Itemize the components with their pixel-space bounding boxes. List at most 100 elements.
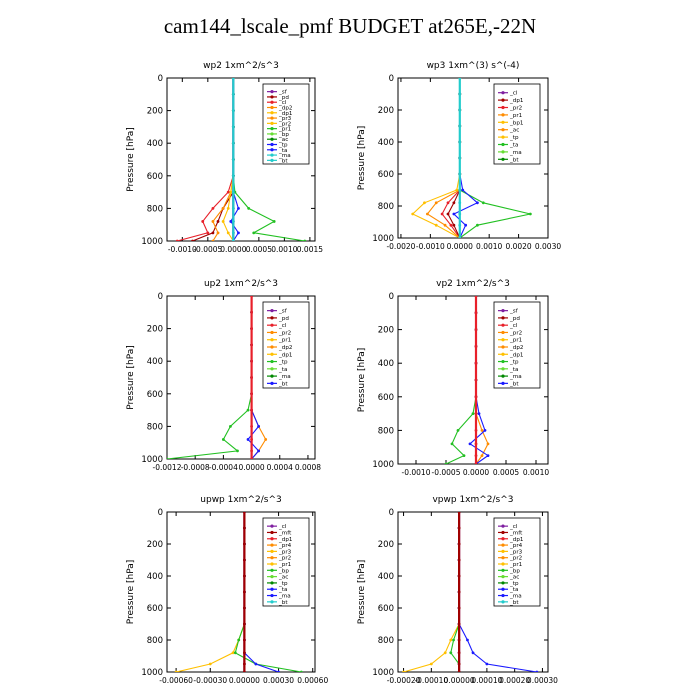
chart-title: wp2 1xm^2/s^3 — [203, 61, 279, 71]
series-point — [231, 190, 235, 194]
legend-label: _tp — [278, 581, 288, 587]
legend-marker — [501, 575, 505, 579]
series-point — [457, 622, 461, 626]
x-tick-label: 0.0020 — [505, 242, 531, 251]
legend-label: _dp1 — [509, 352, 524, 358]
series-point — [175, 239, 179, 241]
legend-label: _bt — [278, 158, 288, 164]
series-point — [237, 638, 241, 642]
series-point — [243, 638, 246, 642]
legend-label: _pd — [278, 95, 289, 101]
legend-label: _ac — [509, 128, 519, 134]
series-point — [458, 92, 462, 96]
series-point — [474, 345, 478, 348]
legend-label: _ta — [278, 367, 287, 373]
series-group — [167, 296, 268, 459]
series-point — [264, 438, 268, 441]
legend-label: _pr4 — [278, 543, 292, 549]
legend-marker — [270, 524, 274, 528]
series-point — [474, 296, 478, 298]
series-point — [452, 212, 456, 216]
series-point — [476, 223, 479, 227]
series-point — [246, 408, 250, 412]
series-point — [458, 236, 462, 238]
y-tick-label: 800 — [378, 426, 394, 436]
series-point — [250, 310, 253, 314]
legend-label: _ta — [278, 587, 287, 593]
legend-label: _cl — [278, 323, 287, 329]
series-point — [481, 201, 485, 205]
chart-title: vpwp 1xm^2/s^3 — [432, 495, 513, 505]
legend-label: _pr2 — [278, 121, 291, 127]
series-point — [221, 207, 225, 210]
series-line-pr3 — [222, 78, 234, 241]
series-point — [474, 442, 478, 446]
y-tick-label: 600 — [147, 172, 163, 182]
y-tick-label: 200 — [378, 540, 394, 550]
series-point — [485, 662, 489, 666]
y-tick-label: 200 — [147, 540, 163, 550]
legend-marker — [501, 98, 505, 102]
series-point — [535, 670, 539, 672]
series-point — [434, 223, 438, 227]
legend-marker — [501, 105, 505, 110]
series-point — [250, 359, 253, 363]
series-point — [443, 651, 447, 655]
x-tick-label: -0.0004 — [209, 463, 238, 472]
legend-label: _tp — [509, 135, 519, 141]
series-point — [229, 425, 232, 428]
legend-box — [493, 517, 541, 607]
series-point — [458, 188, 462, 192]
series-point — [237, 231, 240, 235]
series-group — [411, 78, 532, 238]
series-point — [231, 78, 235, 80]
legend-marker — [501, 562, 505, 566]
series-point — [250, 392, 253, 396]
series-point — [434, 201, 438, 205]
legend-label: _ac — [509, 575, 519, 581]
series-point — [243, 651, 246, 655]
x-tick-label: -0.0020 — [386, 242, 415, 251]
legend-marker — [501, 381, 505, 385]
legend-label: _pr1 — [509, 562, 523, 568]
series-point — [452, 201, 456, 205]
series-point — [303, 239, 307, 241]
series-group — [175, 78, 307, 241]
legend-label: _bp1 — [509, 120, 524, 126]
legend-label: _cl — [509, 323, 518, 329]
x-tick-label: 0.0000 — [463, 468, 489, 477]
series-point — [231, 92, 235, 96]
legend-marker — [270, 568, 274, 572]
y-tick-label: 200 — [378, 326, 394, 336]
series-point — [458, 124, 462, 128]
legend-label: _ta — [278, 148, 287, 154]
legend-label: _cl — [278, 524, 287, 530]
series-point — [457, 574, 461, 578]
series-point — [474, 429, 478, 432]
series-point — [250, 327, 253, 330]
series-point — [231, 239, 235, 241]
series-point — [216, 231, 220, 235]
plot-frame — [166, 295, 316, 460]
legend-label: _ma — [509, 374, 522, 380]
x-tick-label: 0.0000 — [238, 463, 264, 472]
plot-frame — [397, 77, 549, 239]
series-point — [226, 231, 230, 235]
legend-label: _pd — [509, 316, 520, 322]
y-tick-label: 800 — [378, 636, 394, 646]
series-point — [457, 670, 461, 672]
series-point — [452, 638, 455, 642]
legend-label: _mft — [278, 530, 292, 536]
y-tick-label: 400 — [378, 572, 394, 582]
series-point — [457, 590, 461, 594]
series-point — [471, 651, 475, 655]
series-point — [486, 442, 490, 446]
legend-marker — [270, 100, 274, 104]
series-point — [464, 223, 468, 227]
series-point — [449, 638, 453, 642]
legend-marker — [501, 524, 505, 528]
legend-marker — [501, 323, 505, 327]
series-point — [457, 558, 461, 562]
series-point — [457, 606, 461, 610]
